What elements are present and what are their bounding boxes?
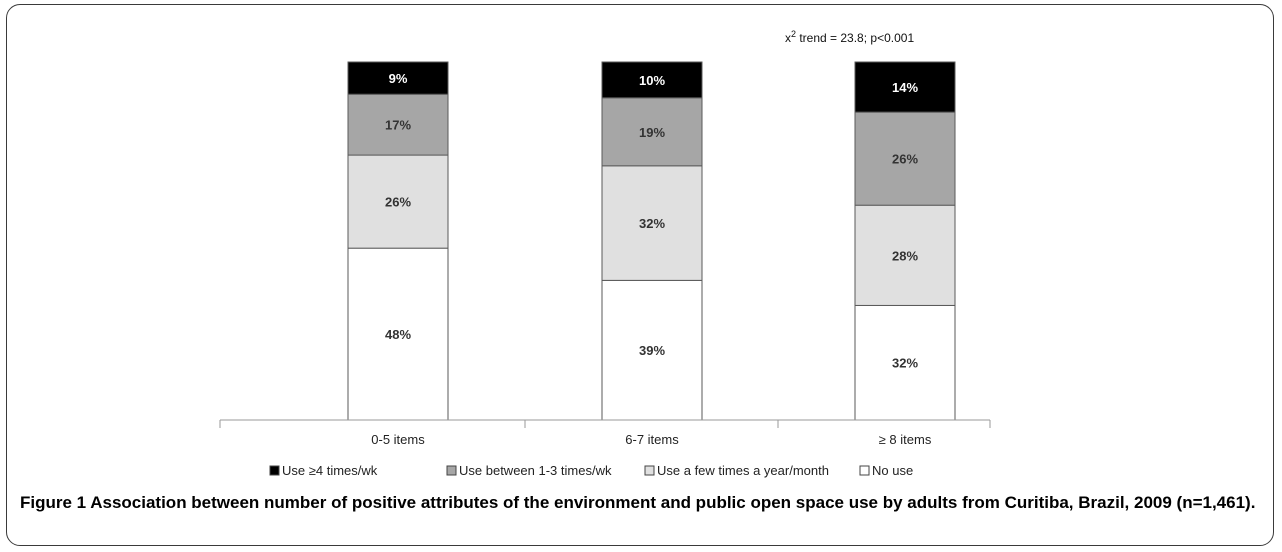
legend-label: Use ≥4 times/wk bbox=[282, 463, 378, 478]
bar-segment-use-a-few-times-a-year-month-8-items bbox=[854, 204, 956, 306]
bar-segment-use-4-times-wk-6-7-items bbox=[601, 61, 703, 99]
bar-segment-no-use-6-7-items bbox=[601, 279, 703, 421]
caption-label: Figure 1 bbox=[20, 493, 87, 512]
bar-segment-use-a-few-times-a-year-month-6-7-items bbox=[601, 165, 703, 281]
bar-segment-use-between-1-3-times-wk-6-7-items bbox=[601, 97, 703, 167]
legend-item-use-4-times-wk: Use ≥4 times/wk bbox=[269, 463, 378, 478]
chi-square-annotation: x2 trend = 23.8; p<0.001 bbox=[785, 29, 914, 45]
bar-segment-use-between-1-3-times-wk-8-items bbox=[854, 111, 956, 206]
annotation-superscript: 2 bbox=[791, 29, 796, 39]
x-tick-label: 6-7 items bbox=[625, 432, 679, 447]
data-label: 48% bbox=[385, 327, 411, 342]
bar-segment-no-use-0-5-items bbox=[347, 247, 449, 421]
bar-segment-use-4-times-wk-8-items bbox=[854, 61, 956, 113]
annotation-prefix: x bbox=[785, 31, 791, 45]
legend-item-no-use: No use bbox=[859, 463, 913, 478]
legend-label: Use between 1-3 times/wk bbox=[459, 463, 612, 478]
legend-item-use-a-few-times-a-year-month: Use a few times a year/month bbox=[644, 463, 829, 478]
data-label: 14% bbox=[892, 80, 918, 95]
caption-text: Association between number of positive a… bbox=[86, 493, 1256, 512]
data-label: 26% bbox=[385, 195, 411, 210]
legend-swatch bbox=[446, 465, 457, 476]
legend-item-use-between-1-3-times-wk: Use between 1-3 times/wk bbox=[446, 463, 612, 478]
bar-segment-use-between-1-3-times-wk-0-5-items bbox=[347, 93, 449, 156]
data-label: 28% bbox=[892, 248, 918, 263]
legend-swatch bbox=[859, 465, 870, 476]
data-label: 39% bbox=[639, 343, 665, 358]
bar-segment-no-use-8-items bbox=[854, 304, 956, 421]
legend-swatch bbox=[644, 465, 655, 476]
bar-segment-use-4-times-wk-0-5-items bbox=[347, 61, 449, 95]
data-label: 26% bbox=[892, 152, 918, 167]
data-label: 10% bbox=[639, 73, 665, 88]
stacked-bar-chart: 48% 26% 17% 9% 39% 32% 19% 10% 32% 28% 26% 14% 0-5 … bbox=[219, 29, 991, 478]
figure-caption: Figure 1 Association between number of p… bbox=[20, 492, 1265, 514]
legend-swatch bbox=[269, 465, 280, 476]
data-label: 17% bbox=[385, 118, 411, 133]
legend-label: No use bbox=[872, 463, 913, 478]
data-label: 9% bbox=[389, 71, 408, 86]
legend-label: Use a few times a year/month bbox=[657, 463, 829, 478]
x-tick-label: ≥ 8 items bbox=[879, 432, 932, 447]
x-axis-labels: 0-5 items 6-7 items ≥ 8 items bbox=[371, 432, 932, 447]
x-axis-ticks bbox=[219, 420, 991, 428]
bars-group: 48% 26% 17% 9% 39% 32% 19% 10% 32% 28% 26% 14% bbox=[347, 61, 956, 421]
x-tick-label: 0-5 items bbox=[371, 432, 425, 447]
data-label: 32% bbox=[892, 356, 918, 371]
data-label: 32% bbox=[639, 216, 665, 231]
legend: Use ≥4 times/wk Use between 1-3 times/wk U… bbox=[269, 463, 913, 478]
data-label: 19% bbox=[639, 125, 665, 140]
annotation-text: trend = 23.8; p<0.001 bbox=[796, 31, 914, 45]
